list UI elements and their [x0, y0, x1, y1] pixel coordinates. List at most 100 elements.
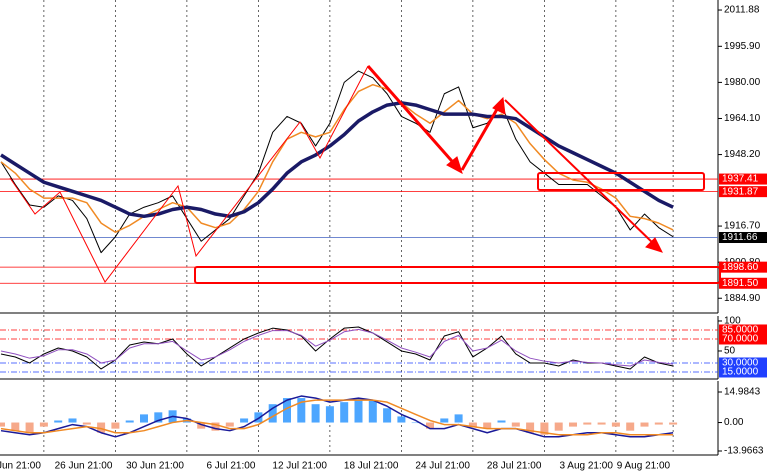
x-tick-label: 9 Aug 21:00 [617, 461, 671, 472]
histogram-bar [569, 422, 577, 427]
histogram-bar [268, 404, 277, 423]
histogram-bar [440, 418, 449, 423]
histogram-bar [11, 422, 20, 431]
y-tick-label: 1948.20 [724, 149, 761, 160]
histogram-bar [468, 422, 477, 427]
level-label: 70.0000 [722, 334, 759, 345]
series-line [0, 399, 674, 436]
level-label: 1891.50 [722, 278, 759, 289]
level-label: 15.0000 [722, 367, 759, 378]
histogram-bar [411, 422, 420, 424]
histogram-bar [283, 398, 291, 423]
histogram-bar [511, 422, 520, 427]
y-tick-label: 1995.90 [724, 41, 761, 52]
histogram-bar [97, 422, 106, 433]
level-label: 30.0000 [722, 358, 759, 369]
x-tick-label: 12 Jul 21:00 [272, 461, 327, 472]
annotations [9, 65, 721, 284]
y-tick-label: 1884.90 [724, 293, 761, 304]
histogram-bar [340, 402, 349, 423]
trend-arrow [460, 103, 502, 171]
histogram-bar [669, 422, 678, 425]
x-tick-label: 24 Jul 21:00 [415, 461, 470, 472]
level-label-box [719, 357, 767, 369]
x-tick-label: 28 Jul 21:00 [487, 461, 542, 472]
histogram-bar [383, 408, 392, 423]
histogram-bar [640, 422, 649, 427]
histogram-bar [540, 422, 549, 435]
histogram-bar [311, 404, 320, 423]
histogram-bar [626, 422, 635, 431]
zone-box [537, 172, 705, 191]
level-label: 1898.60 [722, 262, 759, 273]
histogram-bar [583, 422, 592, 425]
arrow-head [446, 156, 463, 175]
histogram-bar [483, 422, 492, 429]
histogram-bar [82, 422, 91, 425]
level-label-box [719, 277, 767, 289]
x-tick-label: 18 Jul 21:00 [344, 461, 399, 472]
histogram-bar [54, 420, 63, 423]
histogram-bar [225, 422, 234, 427]
y-tick-label: -13.9663 [724, 446, 764, 457]
histogram-bar [154, 412, 163, 423]
series-line [0, 395, 674, 438]
level-label: 1937.41 [722, 174, 759, 185]
zigzag [9, 65, 369, 283]
level-label-box [719, 324, 767, 336]
histogram-bar [125, 420, 134, 423]
histogram-bar [297, 398, 306, 423]
histogram-bar [254, 412, 263, 423]
level-label: 1911.66 [722, 232, 758, 243]
x-tick-label: 6 Jul 21:00 [206, 461, 255, 472]
level-label-box [719, 173, 767, 185]
histogram-bar [397, 416, 406, 423]
histogram-bar [554, 422, 563, 431]
histogram-bar [454, 414, 463, 423]
histogram-bar [197, 422, 206, 429]
y-tick-label: 0.00 [724, 417, 744, 428]
x-tick-label: 26 Jun 21:00 [55, 461, 113, 472]
histogram-bar [654, 422, 663, 425]
y-tick-label: 1980.00 [724, 77, 761, 88]
histogram-bar [211, 422, 220, 431]
series-line [0, 83, 674, 233]
y-tick-label: 50 [724, 346, 736, 357]
histogram-bar [25, 422, 34, 433]
series-line [0, 328, 674, 367]
level-label-box [719, 261, 767, 273]
x-tick-label: 3 Aug 21:00 [560, 461, 614, 472]
histogram-bar [111, 422, 120, 429]
histogram-bar [597, 422, 606, 425]
trend-arrow [366, 65, 460, 169]
y-tick-label: 1964.10 [724, 113, 761, 124]
level-label-box [719, 366, 767, 378]
zone-box [194, 266, 721, 284]
histogram-bar [497, 420, 506, 423]
series-line [0, 70, 674, 254]
histogram-bar [526, 422, 535, 433]
level-label: 85.0000 [722, 325, 759, 336]
level-label-box [719, 186, 767, 198]
histogram-bar [0, 422, 5, 427]
histogram-bar [68, 418, 77, 423]
histogram-bar [368, 400, 377, 423]
histogram-bar [140, 414, 148, 423]
level-label: 1931.87 [722, 186, 759, 197]
y-tick-label: 14.9843 [724, 387, 761, 398]
level-label-box [719, 232, 767, 244]
histogram-bar [39, 422, 48, 427]
y-tick-label: 100 [724, 316, 741, 327]
x-tick-label: Jun 21:00 [0, 461, 41, 472]
x-tick-label: 30 Jun 21:00 [126, 461, 184, 472]
histogram-bar [325, 406, 334, 423]
histogram-bar [426, 422, 434, 429]
series-line [0, 101, 674, 219]
arrow-head [492, 96, 506, 115]
arrow-head [645, 237, 663, 253]
y-tick-label: 2011.88 [724, 5, 760, 16]
histogram-bar [354, 398, 363, 423]
histogram-bar [240, 418, 249, 423]
